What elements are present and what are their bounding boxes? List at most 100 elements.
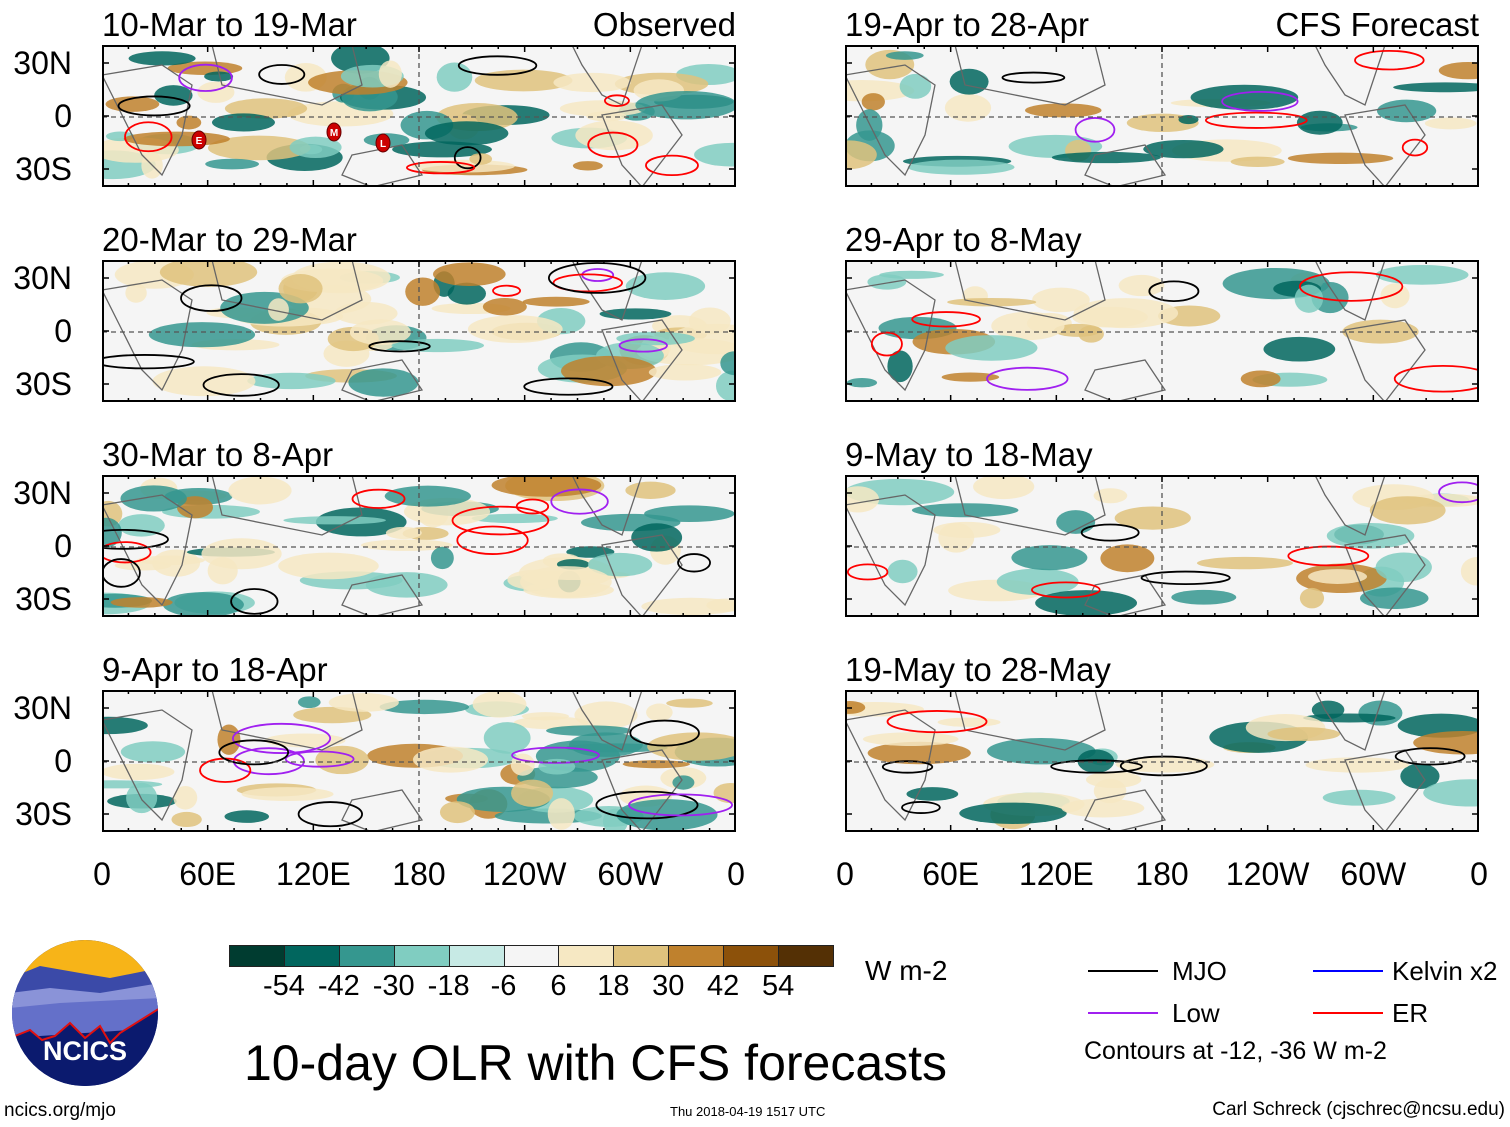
olr-anomaly-blob xyxy=(1303,713,1396,723)
olr-anomaly-blob xyxy=(241,787,334,802)
olr-anomaly-blob xyxy=(379,699,470,715)
contour-line xyxy=(552,273,623,293)
olr-anomaly-blob xyxy=(412,746,489,773)
lat-tick-label: 30N xyxy=(13,475,72,511)
olr-anomaly-blob xyxy=(973,475,1035,500)
contour-line xyxy=(218,739,290,766)
ncics-url-link[interactable]: ncics.org/mjo xyxy=(4,1100,116,1121)
olr-anomaly-blob xyxy=(211,113,275,132)
olr-anomaly-blob xyxy=(412,159,515,173)
olr-anomaly-blob xyxy=(1400,763,1440,789)
contour-line xyxy=(284,750,355,768)
contour-line xyxy=(986,366,1069,391)
contour-line xyxy=(368,340,431,353)
coastline xyxy=(601,749,683,832)
coastline xyxy=(341,144,424,187)
colorbar-swatch xyxy=(723,945,780,967)
olr-anomaly-blob xyxy=(278,552,379,580)
coastline xyxy=(341,789,424,832)
olr-anomaly-blob xyxy=(666,698,713,708)
contour-line xyxy=(1204,111,1308,129)
colorbar-swatch xyxy=(448,945,505,967)
lat-tick-label: 30S xyxy=(15,366,72,402)
lat-tick-label: 30S xyxy=(15,581,72,617)
olr-anomaly-blob xyxy=(472,691,527,718)
olr-anomaly-blob xyxy=(482,298,527,316)
olr-anomaly-blob xyxy=(1393,82,1479,93)
contour-line xyxy=(230,588,279,615)
lon-tick-label: 180 xyxy=(1135,856,1189,892)
olr-anomaly-blob xyxy=(207,135,311,161)
olr-anomaly-blob xyxy=(1114,506,1191,530)
contour-line xyxy=(550,488,609,515)
lat-tick-label: 30N xyxy=(13,45,72,81)
coastline xyxy=(102,279,193,392)
contour-line xyxy=(102,354,195,370)
contour-line xyxy=(901,801,941,814)
lon-tick-label: 60W xyxy=(1340,856,1407,892)
timestamp: Thu 2018-04-19 1517 UTC xyxy=(670,1104,826,1119)
olr-anomaly-blob xyxy=(937,717,1001,727)
contour-line xyxy=(1394,747,1466,766)
olr-anomaly-blob xyxy=(1086,771,1142,789)
olr-anomaly-blob xyxy=(899,73,932,99)
olr-anomaly-blob xyxy=(289,136,342,159)
legend-label-kelvin: Kelvin x2 xyxy=(1392,956,1498,986)
olr-anomaly-blob xyxy=(405,277,441,306)
olr-anomaly-blob xyxy=(378,60,402,88)
olr-anomaly-blob xyxy=(1025,103,1102,118)
contour-line xyxy=(645,154,699,177)
olr-anomaly-blob xyxy=(447,282,486,305)
coastline xyxy=(211,475,363,536)
olr-anomaly-blob xyxy=(483,722,531,754)
olr-anomaly-blob xyxy=(1230,156,1285,167)
contour-line xyxy=(677,553,711,573)
olr-anomaly-blob xyxy=(846,378,878,388)
coastline xyxy=(571,260,643,321)
contour-line xyxy=(618,338,668,353)
contour-note: Contours at -12, -36 W m-2 xyxy=(1084,1037,1387,1065)
colorbar-swatch xyxy=(393,945,450,967)
panel-title: 9-Apr to 18-Apr xyxy=(102,651,328,688)
colorbar-swatch xyxy=(668,945,725,967)
olr-anomaly-blob xyxy=(471,513,558,524)
olr-anomaly-blob xyxy=(1197,556,1293,570)
lon-tick-label: 180 xyxy=(392,856,446,892)
contour-line xyxy=(1298,271,1404,302)
olr-anomaly-blob xyxy=(944,93,992,122)
contour-line xyxy=(117,95,191,117)
olr-anomaly-blob xyxy=(959,802,1067,824)
lon-tick-label: 0 xyxy=(1470,856,1488,892)
olr-anomaly-blob xyxy=(1093,488,1128,504)
panel-title: 30-Mar to 8-Apr xyxy=(102,436,334,473)
olr-anomaly-blob xyxy=(1051,151,1161,164)
olr-anomaly-blob xyxy=(118,514,165,537)
olr-anomaly-blob xyxy=(283,516,386,525)
olr-anomaly-blob xyxy=(1305,757,1409,773)
colorbar-swatch xyxy=(283,945,340,967)
olr-anomaly-blob xyxy=(911,503,1019,518)
olr-anomaly-blob xyxy=(668,323,736,355)
olr-anomaly-blob xyxy=(1359,587,1429,610)
olr-anomaly-blob xyxy=(566,546,615,558)
olr-map-panel xyxy=(102,690,736,832)
olr-map-panel xyxy=(845,260,1479,402)
olr-anomaly-blob xyxy=(856,109,883,141)
storm-label: E xyxy=(196,136,203,147)
olr-anomaly-blob xyxy=(1073,298,1179,329)
panel-title: 19-May to 28-May xyxy=(845,651,1111,688)
contour-line xyxy=(492,284,521,297)
panel-title: 10-Mar to 19-Mar xyxy=(102,6,357,43)
coastline xyxy=(954,260,1106,321)
coastline xyxy=(845,64,936,177)
contour-line xyxy=(1438,481,1479,504)
coastline xyxy=(102,709,193,822)
olr-anomaly-blob xyxy=(845,80,915,102)
lon-tick-label: 120W xyxy=(1225,856,1310,892)
olr-anomaly-blob xyxy=(887,350,913,383)
contour-line xyxy=(258,64,306,85)
legend-line-mjo xyxy=(1088,970,1158,972)
coastline xyxy=(211,260,363,321)
olr-anomaly-blob xyxy=(439,801,475,824)
olr-anomaly-blob xyxy=(947,297,1037,307)
